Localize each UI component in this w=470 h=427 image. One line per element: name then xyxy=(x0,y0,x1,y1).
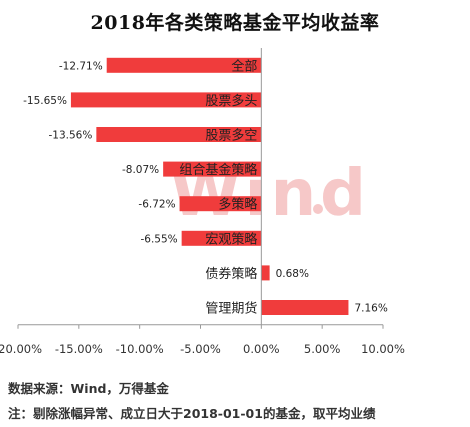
category-label: 股票多空 xyxy=(205,128,257,144)
bar xyxy=(179,196,262,212)
x-tick-label: 0.00% xyxy=(243,342,280,356)
data-label: -6.55% xyxy=(140,233,177,245)
x-tick-label: -15.00% xyxy=(55,342,103,356)
data-label: 7.16% xyxy=(354,303,387,315)
data-label: -15.65% xyxy=(23,95,67,107)
bar xyxy=(106,57,262,73)
data-label: 0.68% xyxy=(276,268,309,280)
category-label: 股票多头 xyxy=(205,93,257,109)
x-tick-label: 10.00% xyxy=(361,342,405,356)
bar xyxy=(261,300,349,315)
category-label: 多策略 xyxy=(218,197,257,213)
x-tick-label: -5.00% xyxy=(180,342,221,356)
category-label: 债券策略 xyxy=(205,266,257,282)
chart-title: 2018年各类策略基金平均收益率 xyxy=(90,12,380,34)
category-label: 全部 xyxy=(231,58,257,74)
x-tick-label: -10.00% xyxy=(116,342,164,356)
data-label: -8.07% xyxy=(122,164,159,176)
category-label: 管理期货 xyxy=(205,301,257,317)
watermark-dot xyxy=(313,204,323,214)
bar xyxy=(261,265,270,281)
source-note: 数据来源：Wind，万得基金 xyxy=(8,381,169,396)
data-label: -13.56% xyxy=(49,130,93,142)
x-tick-label: -20.00% xyxy=(0,342,42,356)
data-label: -12.71% xyxy=(59,60,103,72)
bar xyxy=(96,127,262,142)
bar xyxy=(163,161,262,177)
bar xyxy=(70,92,262,108)
bar xyxy=(181,230,262,246)
x-tick-label: 5.00% xyxy=(304,342,341,356)
data-label: -6.72% xyxy=(138,199,175,211)
category-label: 宏观策略 xyxy=(205,231,257,247)
category-label: 组合基金策略 xyxy=(179,162,257,178)
footnote: 注：剔除涨幅异常、成立日大于2018-01-01的基金，取平均业绩 xyxy=(8,406,376,421)
